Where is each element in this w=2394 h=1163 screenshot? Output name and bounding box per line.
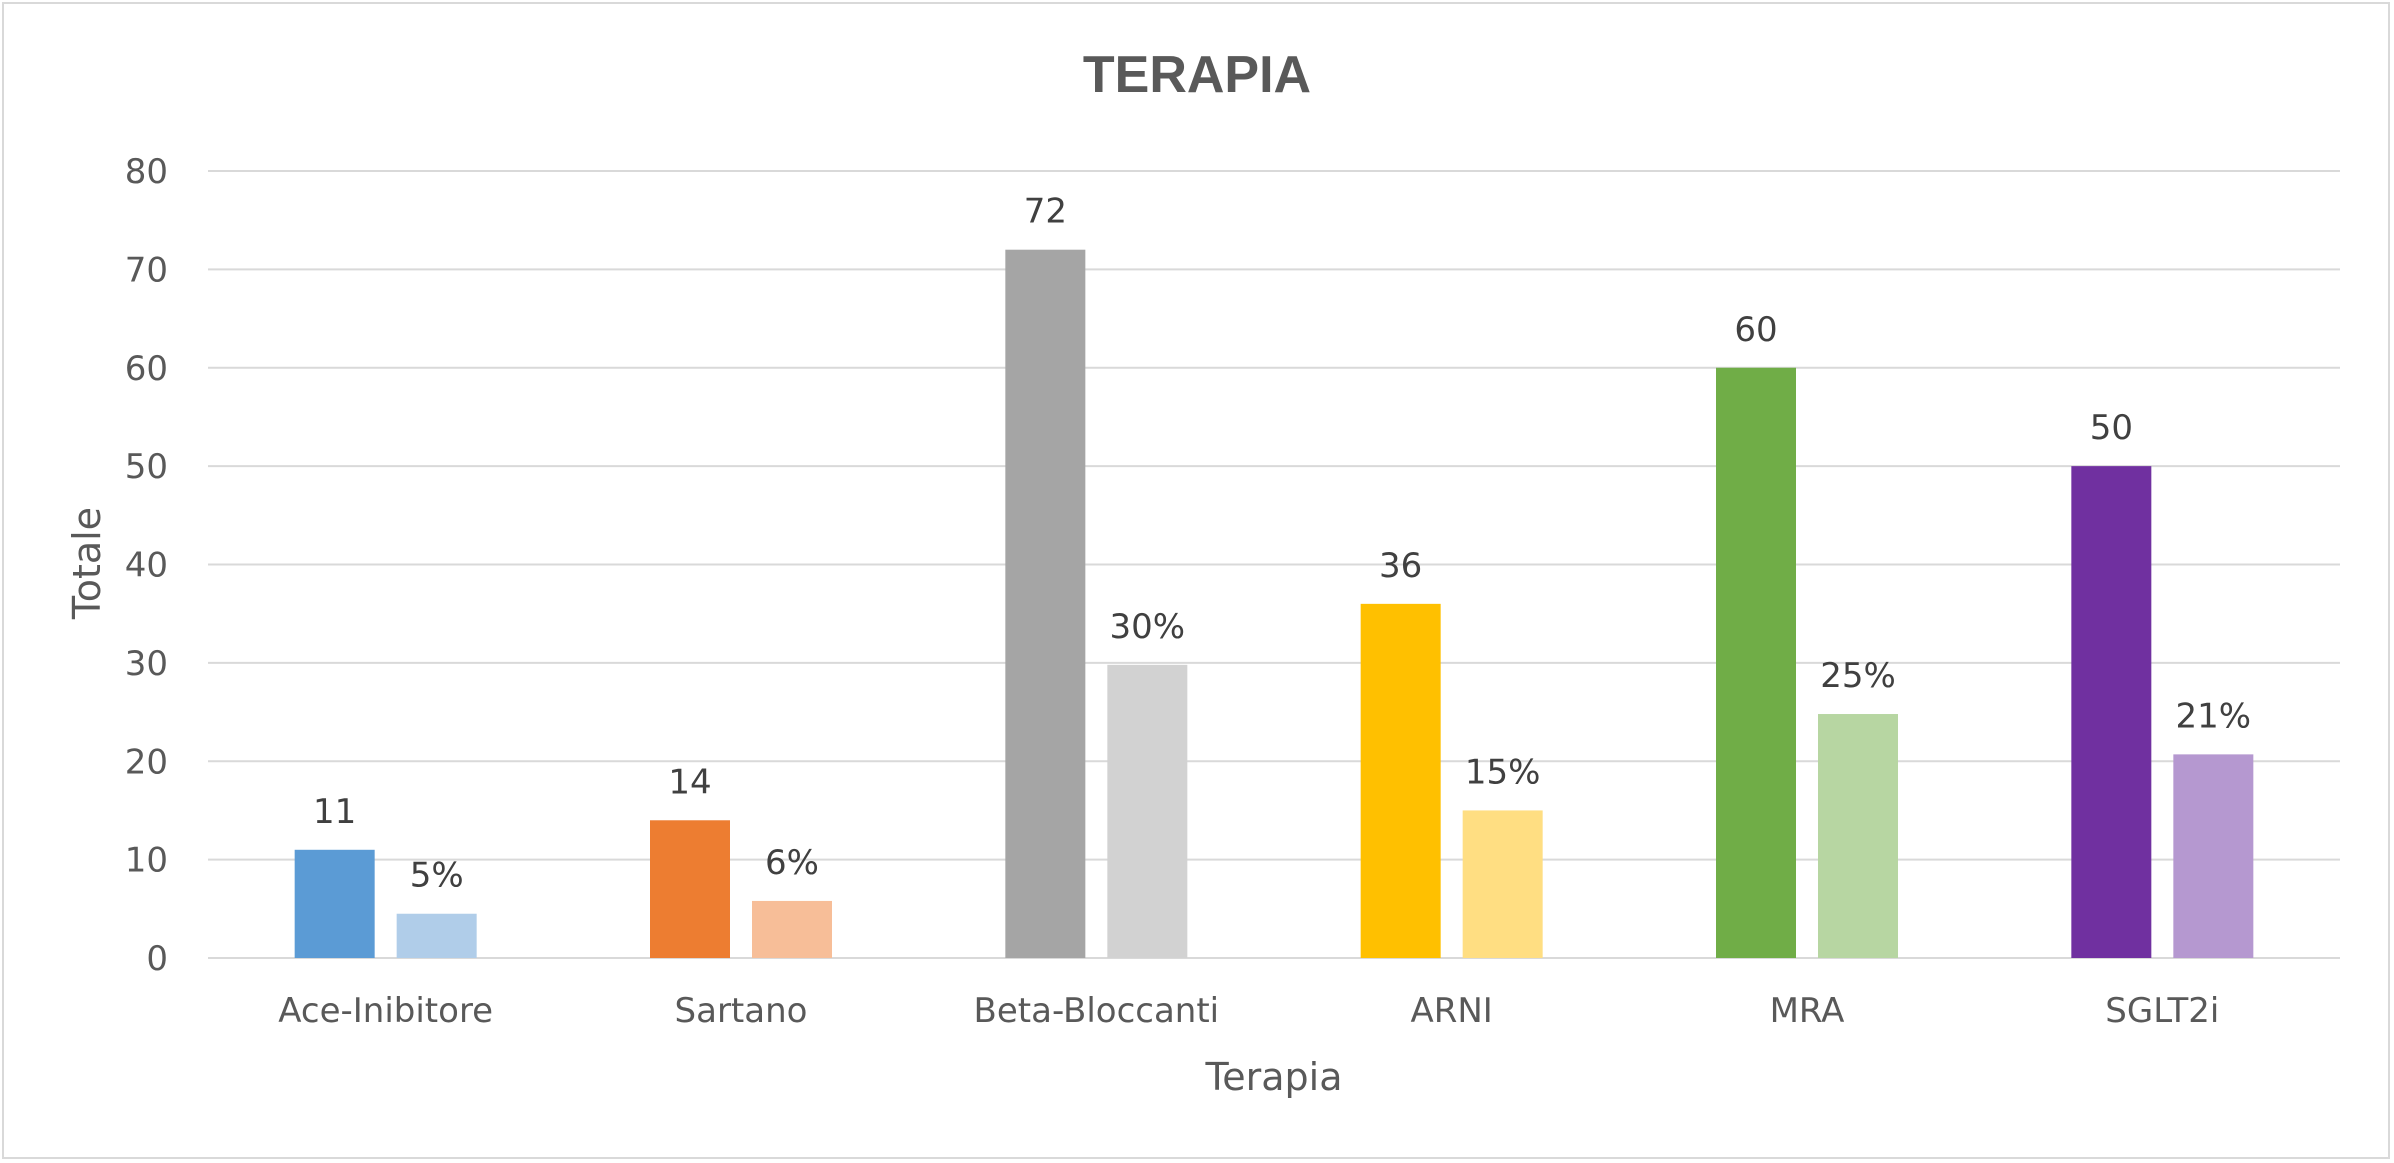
bar-percent — [1462, 810, 1543, 958]
data-label: 30% — [1110, 607, 1186, 647]
y-tick-label: 30 — [125, 644, 168, 684]
x-tick-label: ARNI — [1410, 991, 1492, 1031]
gridlines — [208, 170, 2340, 959]
x-tick-label: MRA — [1770, 991, 1845, 1031]
y-tick-label: 60 — [125, 349, 168, 389]
data-label: 50 — [2090, 408, 2133, 448]
y-tick-label: 10 — [125, 841, 168, 881]
bar-percent — [396, 913, 477, 958]
data-label: 72 — [1024, 192, 1067, 232]
bar-percent — [1818, 714, 1898, 958]
bar-total — [2071, 466, 2152, 958]
data-label: 11 — [313, 792, 356, 832]
bar-percent — [1107, 664, 1188, 958]
y-tick-label: 40 — [125, 546, 168, 586]
bar-total — [294, 849, 375, 958]
x-axis-ticks: Ace-Inibitore Sartano Beta-Bloccanti ARNI MR… — [278, 991, 2219, 1031]
data-labels: 11 5% 14 6% 72 30% 36 15% 60 25% 50 21% — [313, 192, 2251, 896]
data-label: 15% — [1465, 752, 1541, 792]
y-axis-ticks: 0 10 20 30 40 50 60 70 80 — [125, 152, 168, 979]
bar-total — [1005, 249, 1086, 958]
data-label: 25% — [1820, 656, 1896, 696]
data-label: 6% — [765, 843, 819, 883]
x-tick-label: Beta-Bloccanti — [974, 991, 1220, 1031]
y-tick-label: 0 — [146, 939, 168, 979]
y-tick-label: 50 — [125, 447, 168, 487]
bars — [294, 249, 2254, 958]
chart-title: TERAPIA — [1083, 46, 1311, 104]
data-label: 21% — [2176, 696, 2252, 736]
data-label: 60 — [1734, 310, 1777, 350]
data-label: 36 — [1379, 546, 1422, 586]
bar-total — [1360, 603, 1441, 958]
bar-total — [1716, 367, 1796, 958]
data-label: 5% — [410, 856, 464, 896]
y-axis-title: Totale — [65, 507, 109, 620]
y-tick-label: 20 — [125, 742, 168, 782]
x-tick-label: Sartano — [675, 991, 808, 1031]
bar-percent — [752, 900, 832, 958]
y-tick-label: 70 — [125, 250, 168, 290]
x-axis-title: Terapia — [1204, 1055, 1342, 1099]
data-label: 14 — [668, 762, 711, 802]
bar-percent — [2173, 754, 2254, 958]
x-tick-label: SGLT2i — [2105, 991, 2219, 1031]
bar-total — [650, 820, 730, 958]
x-tick-label: Ace-Inibitore — [278, 991, 493, 1031]
y-tick-label: 80 — [125, 152, 168, 192]
